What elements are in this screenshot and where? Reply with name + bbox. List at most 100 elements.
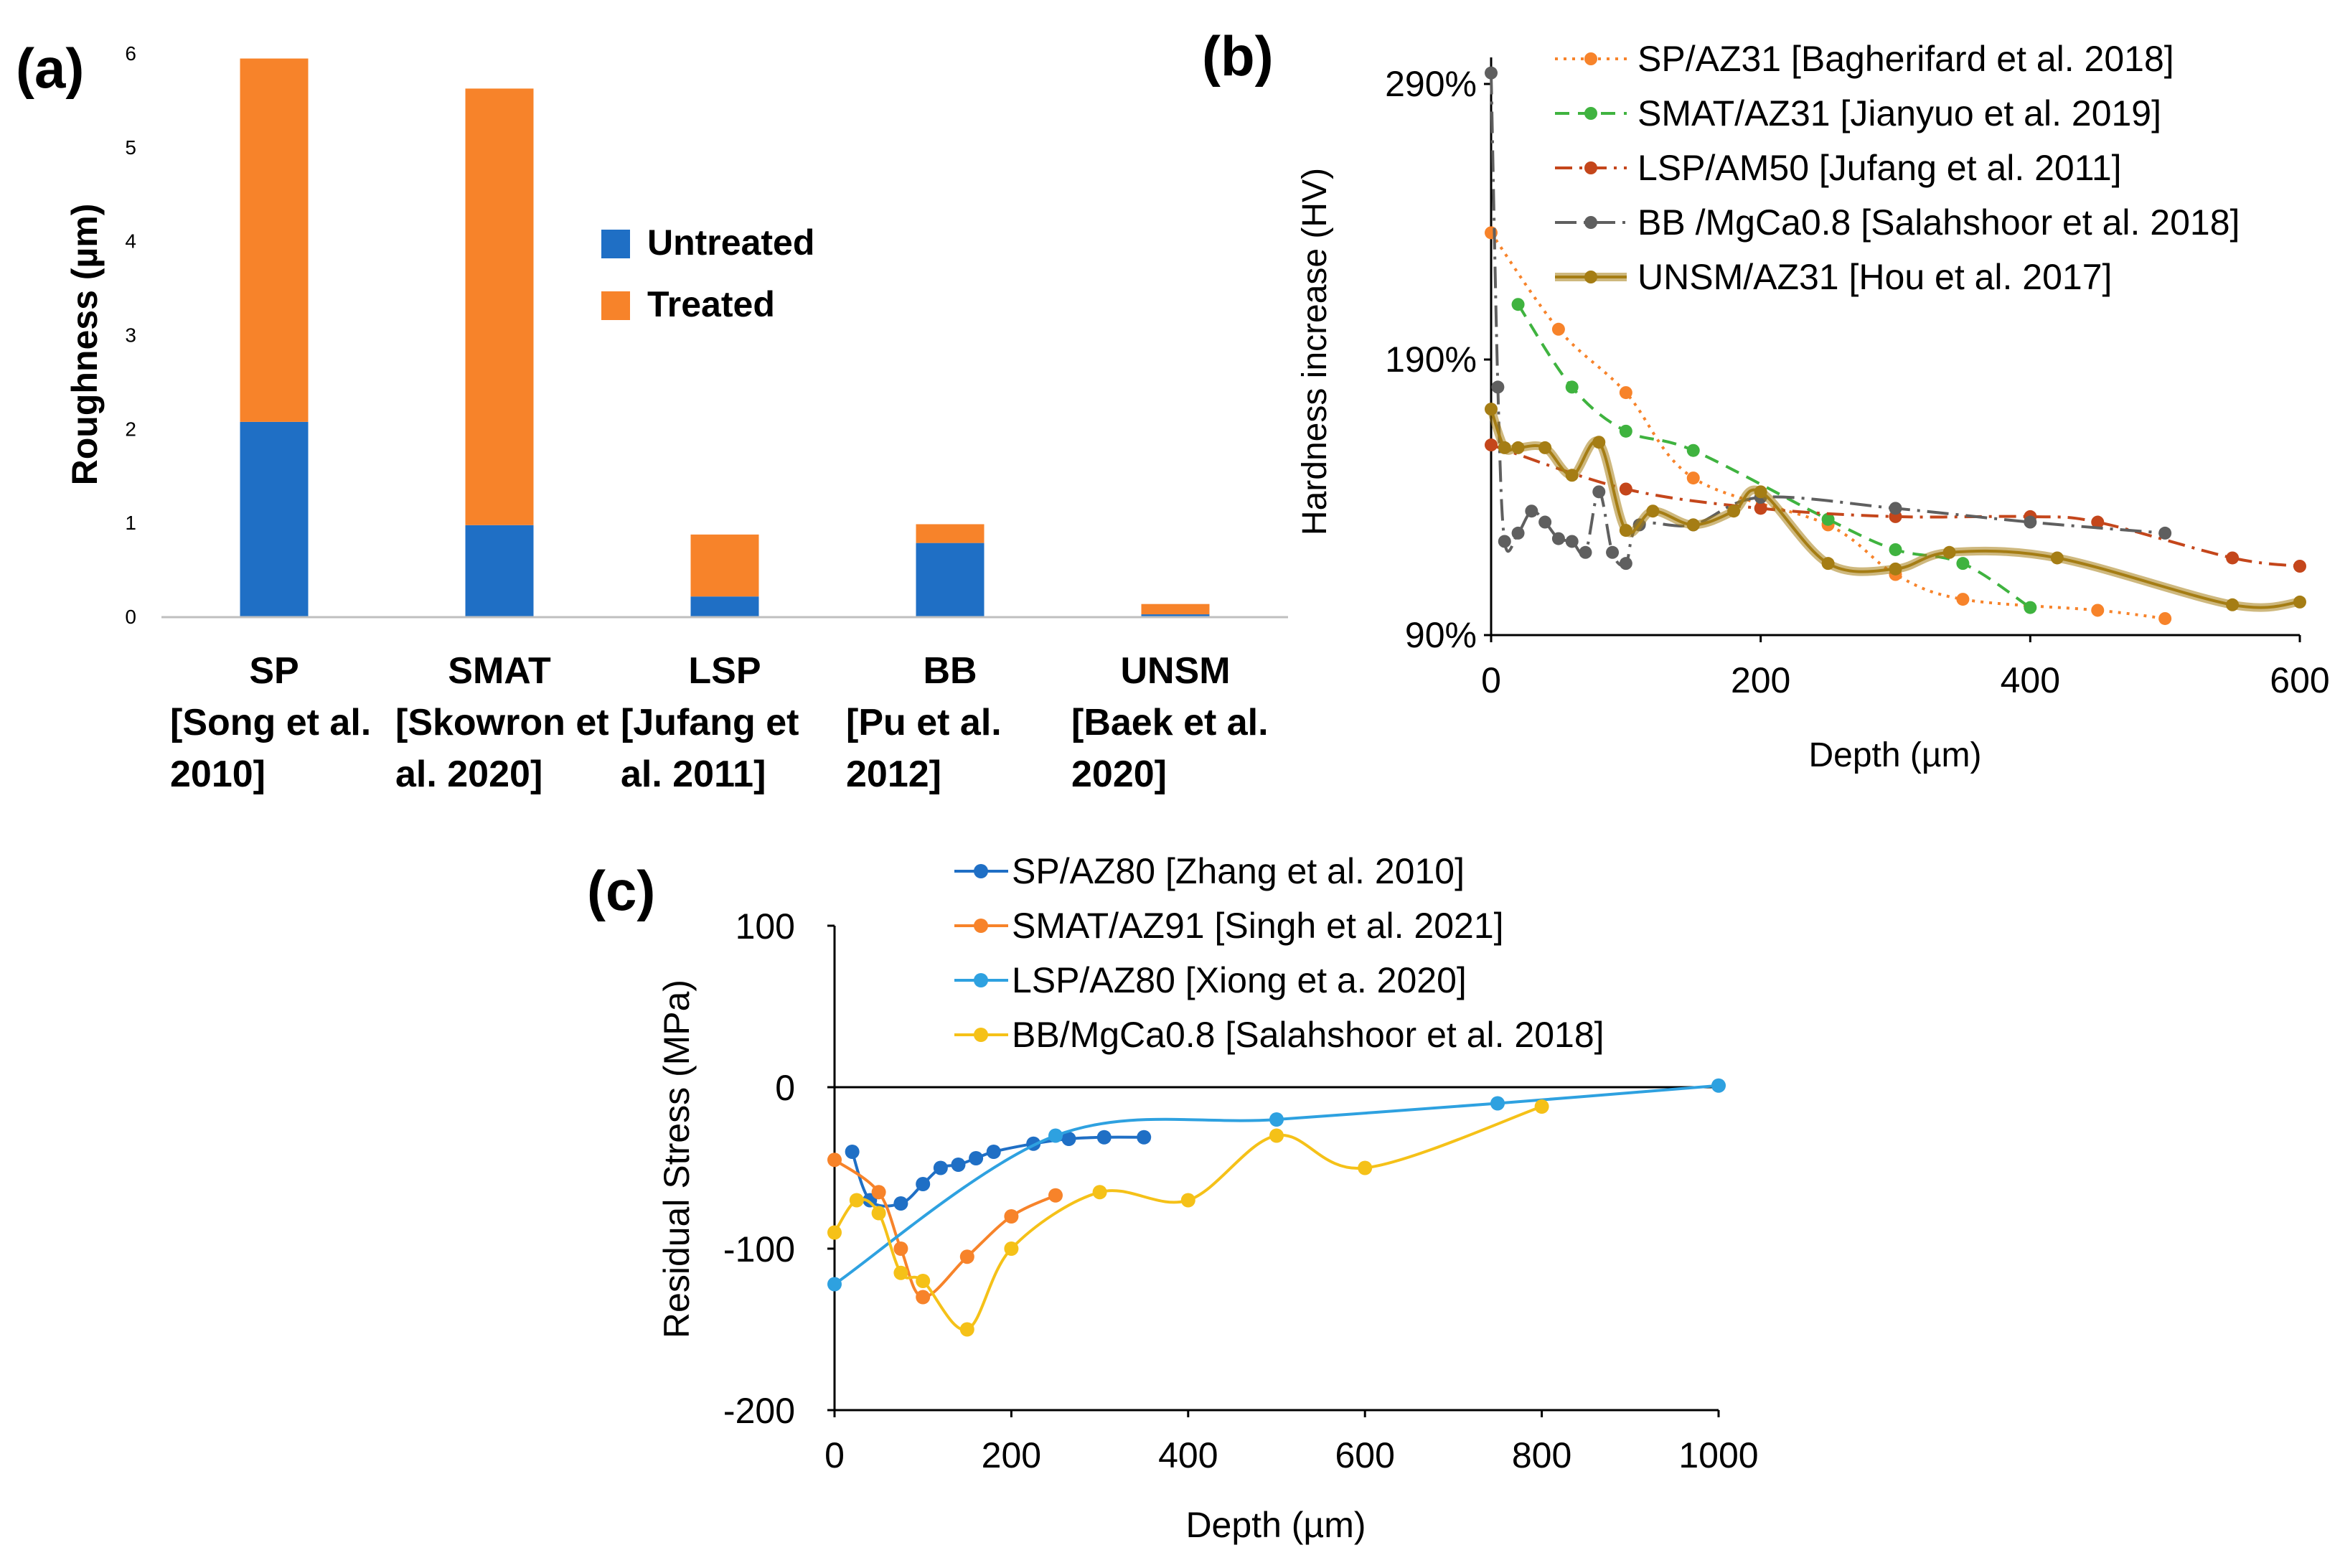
- panel-a-category-label: UNSM: [1120, 650, 1230, 692]
- panel-b-data-point: [1511, 298, 1525, 311]
- panel-c-data-point: [849, 1193, 864, 1208]
- panel-b-data-point: [2050, 551, 2064, 565]
- panel-c-data-point: [916, 1177, 931, 1191]
- panel-b-data-point: [1485, 438, 1498, 452]
- panel-b-data-point: [1565, 469, 1579, 482]
- panel-c-legend-marker: [974, 1028, 988, 1042]
- panel-c-x-tick-label: 400: [1158, 1435, 1218, 1475]
- panel-b-data-point: [1889, 543, 1902, 556]
- panel-b-legend: SP/AZ31 [Bagherifard et al. 2018] SMAT/AZ…: [1555, 39, 2240, 297]
- panel-b-data-point: [1686, 518, 1700, 532]
- panel-a-category-label: [Baek et al.: [1071, 702, 1269, 743]
- panel-b-data-point: [1565, 535, 1579, 548]
- panel-c-legend-label: SMAT/AZ91 [Singh et al. 2021]: [1012, 906, 1504, 946]
- panel-a-category-label: [Song et al.: [170, 702, 371, 743]
- panel-b-data-point: [1619, 524, 1632, 537]
- panel-c-data-point: [1004, 1209, 1019, 1224]
- panel-b-legend-marker: [1584, 52, 1597, 65]
- panel-a-bar-treated: [465, 88, 534, 525]
- panel-b-data-point: [2226, 551, 2240, 565]
- panel-c-x-axis-title: Depth (µm): [1185, 1505, 1366, 1545]
- panel-c-y-axis-title: Residual Stress (MPa): [657, 980, 697, 1338]
- panel-b-data-point: [1606, 545, 1620, 559]
- panel-b-x-tick-label: 0: [1481, 660, 1501, 700]
- panel-a-y-tick-label: 1: [125, 512, 136, 534]
- panel-b-letter: (b): [1202, 24, 1274, 88]
- panel-c-data-point: [1269, 1112, 1284, 1127]
- panel-b-data-point: [1592, 436, 1606, 449]
- panel-b-data-point: [1565, 380, 1579, 394]
- panel-b-data-point: [1619, 482, 1632, 496]
- panel-c-data-point: [893, 1265, 908, 1280]
- panel-b-data-point: [1889, 562, 1902, 576]
- panel-c-data-point: [916, 1290, 931, 1305]
- panel-a-category-label: SP: [249, 650, 299, 692]
- panel-a-category-label: al. 2011]: [621, 754, 766, 795]
- panel-c-legend-label: LSP/AZ80 [Xiong et a. 2020]: [1012, 960, 1467, 1000]
- panel-a-y-tick-label: 5: [125, 136, 136, 159]
- panel-a-category-label: BB: [923, 650, 977, 692]
- panel-b-data-point: [1485, 66, 1498, 80]
- panel-a-category-label: 2012]: [846, 754, 941, 795]
- panel-b-x-tick-label: 200: [1731, 660, 1790, 700]
- panel-a-bar-treated: [690, 534, 759, 597]
- panel-b-data-point: [1538, 515, 1552, 529]
- panel-b-x-tick-label: 600: [2270, 660, 2329, 700]
- panel-c-data-point: [1358, 1160, 1373, 1175]
- panel-c-data-point: [916, 1274, 931, 1288]
- panel-b-series-line: [1490, 72, 2166, 567]
- panel-c-data-point: [1096, 1130, 1112, 1145]
- panel-c-data-point: [951, 1158, 966, 1172]
- panel-c-data-point: [1061, 1132, 1076, 1146]
- panel-b-data-point: [1727, 504, 1741, 518]
- panel-a-y-tick-label: 2: [125, 418, 136, 440]
- panel-b-data-point: [1821, 512, 1835, 526]
- panel-b-legend-label: BB /MgCa0.8 [Salahshoor et al. 2018]: [1637, 202, 2240, 243]
- panel-c-data-point: [845, 1145, 860, 1159]
- panel-b-legend-label: SMAT/AZ31 [Jianyuo et al. 2019]: [1637, 93, 2161, 133]
- panel-b-legend-label: UNSM/AZ31 [Hou et al. 2017]: [1637, 257, 2112, 297]
- panel-c-x-tick-label: 800: [1512, 1435, 1571, 1475]
- panel-b-data-point: [2226, 598, 2240, 611]
- panel-c-series-line: [833, 1105, 1543, 1331]
- panel-b-data-point: [1619, 386, 1632, 400]
- panel-b-data-point: [2024, 515, 2037, 529]
- panel-b-data-point: [1511, 441, 1525, 454]
- panel-c-data-point: [1048, 1128, 1063, 1143]
- panel-b-data-point: [2091, 515, 2105, 529]
- panel-c-letter: (c): [587, 859, 655, 922]
- panel-a-category-label: 2010]: [170, 754, 266, 795]
- panel-b-data-point: [2293, 595, 2306, 609]
- panel-c-data-point: [959, 1322, 974, 1337]
- panel-a-legend-label: Untreated: [647, 222, 814, 263]
- panel-b-legend-marker: [1584, 107, 1597, 120]
- panel-a-category-label: SMAT: [448, 650, 551, 692]
- panel-b-data-point: [1592, 485, 1606, 499]
- panel-c-x-tick-label: 0: [824, 1435, 845, 1475]
- panel-c-y-tick-label: 0: [775, 1068, 795, 1108]
- panel-c-data-point: [1004, 1241, 1019, 1256]
- panel-b-data-point: [1551, 322, 1565, 336]
- panel-a-y-tick-label: 0: [125, 606, 136, 628]
- panel-b-y-tick-label: 90%: [1405, 615, 1477, 655]
- panel-a-bar-untreated: [240, 421, 309, 617]
- panel-c-data-point: [893, 1241, 908, 1256]
- panel-a-bar-untreated: [916, 543, 985, 617]
- panel-b-data-point: [1889, 502, 1902, 515]
- panel-c-data-point: [1092, 1185, 1107, 1200]
- panel-b-data-point: [1821, 557, 1835, 571]
- panel-b-data-point: [1551, 532, 1565, 545]
- panel-b-data-point: [1646, 504, 1660, 518]
- panel-a-y-tick-label: 4: [125, 230, 136, 253]
- panel-b-legend-marker: [1584, 271, 1597, 283]
- panel-b-data-point: [1754, 502, 1767, 515]
- panel-b-legend-marker: [1584, 161, 1597, 174]
- panel-c-x-tick-label: 200: [982, 1435, 1041, 1475]
- panel-a-y-axis-title: Roughness (µm): [65, 204, 105, 486]
- panel-a-category-label: [Jufang et: [621, 702, 799, 743]
- panel-b-x-tick-label: 400: [2001, 660, 2060, 700]
- panel-b-data-point: [1538, 441, 1552, 454]
- panel-b-y-axis-title: Hardness increase (HV): [1296, 168, 1334, 535]
- panel-c-data-point: [827, 1225, 842, 1240]
- panel-b-data-point: [1498, 441, 1511, 454]
